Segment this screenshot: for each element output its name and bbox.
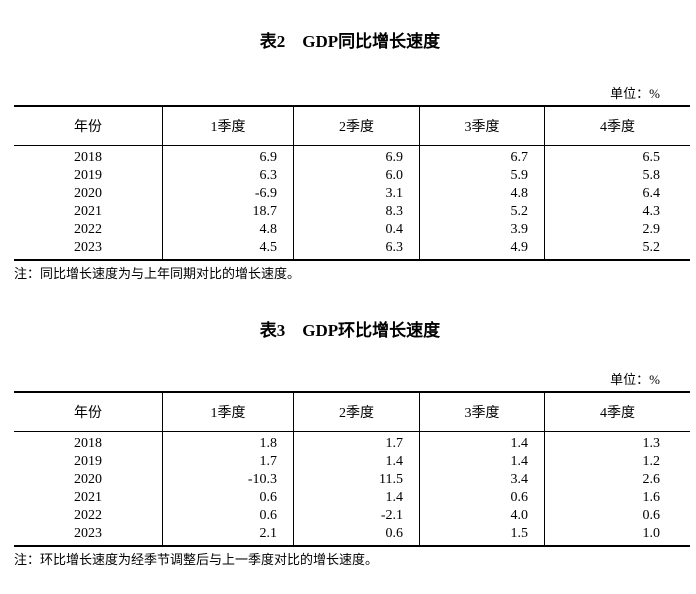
value-cell: 3.9 (419, 221, 545, 239)
table2-title: 表2 GDP同比增长速度 (259, 32, 441, 51)
column-header: 2季度 (293, 392, 420, 432)
value-cell: -10.3 (162, 471, 294, 489)
value-cell: 6.3 (293, 239, 420, 260)
year-cell: 2022 (74, 508, 102, 523)
table-row: 2021 0.6 1.4 0.6 1.6 (14, 489, 690, 507)
value-cell: 1.0 (544, 525, 690, 546)
value-cell: 1.6 (544, 489, 690, 507)
table2-grid: 年份 1季度 2季度 3季度 4季度 2018 6.9 6.9 6.7 6.5 2019 6.3 6.0… (14, 105, 690, 261)
table3-title: 表3 GDP环比增长速度 (259, 321, 441, 340)
column-header: 3季度 (419, 392, 545, 432)
value-cell: 5.2 (419, 203, 545, 221)
column-header: 2季度 (293, 106, 420, 146)
value-cell: 6.0 (293, 167, 420, 185)
table-row: 2023 4.5 6.3 4.9 5.2 (14, 239, 690, 260)
value-cell: 6.7 (419, 145, 545, 167)
year-cell: 2018 (74, 150, 102, 165)
header-row: 年份 1季度 2季度 3季度 4季度 (14, 392, 690, 432)
value-cell: 1.3 (544, 431, 690, 453)
value-cell: 1.4 (419, 453, 545, 471)
value-cell: -2.1 (293, 507, 420, 525)
value-cell: 3.4 (419, 471, 545, 489)
value-cell: 2.9 (544, 221, 690, 239)
year-cell: 2023 (74, 526, 102, 541)
value-cell: 1.8 (162, 431, 294, 453)
year-cell: 2020 (74, 186, 102, 201)
column-header: 年份 (14, 106, 163, 146)
value-cell: 5.8 (544, 167, 690, 185)
value-cell: 6.9 (162, 145, 294, 167)
value-cell: 2.6 (544, 471, 690, 489)
value-cell: 2.1 (162, 525, 294, 546)
value-cell: 1.4 (293, 489, 420, 507)
column-header: 3季度 (419, 106, 545, 146)
table3-grid: 年份 1季度 2季度 3季度 4季度 2018 1.8 1.7 1.4 1.3 2019 1.7 1.4… (14, 391, 690, 547)
value-cell: 4.9 (419, 239, 545, 260)
value-cell: 18.7 (162, 203, 294, 221)
table2-unit-label: 单位：% (610, 86, 660, 101)
table3-note: 注：环比增长速度为经季节调整后与上一季度对比的增长速度。 (14, 552, 379, 567)
table-row: 2022 0.6 -2.1 4.0 0.6 (14, 507, 690, 525)
value-cell: 1.7 (162, 453, 294, 471)
table-row: 2022 4.8 0.4 3.9 2.9 (14, 221, 690, 239)
value-cell: -6.9 (162, 185, 294, 203)
section-table3: 表3 GDP环比增长速度 单位：% 年份 1季度 2季度 3季度 4季度 2018 1.8 1… (14, 319, 690, 568)
value-cell: 0.6 (162, 507, 294, 525)
table-row: 2019 6.3 6.0 5.9 5.8 (14, 167, 690, 185)
year-cell: 2022 (74, 222, 102, 237)
column-header: 1季度 (162, 392, 294, 432)
value-cell: 0.6 (162, 489, 294, 507)
header-row: 年份 1季度 2季度 3季度 4季度 (14, 106, 690, 146)
year-cell: 2019 (74, 454, 102, 469)
table-row: 2023 2.1 0.6 1.5 1.0 (14, 525, 690, 546)
table3-unit-label: 单位：% (610, 372, 660, 387)
value-cell: 6.9 (293, 145, 420, 167)
value-cell: 6.3 (162, 167, 294, 185)
value-cell: 11.5 (293, 471, 420, 489)
value-cell: 1.5 (419, 525, 545, 546)
value-cell: 1.4 (419, 431, 545, 453)
value-cell: 4.8 (419, 185, 545, 203)
document-page: 表2 GDP同比增长速度 单位：% 年份 1季度 2季度 3季度 4季度 2018 6.9 6… (14, 0, 690, 568)
value-cell: 6.4 (544, 185, 690, 203)
value-cell: 4.0 (419, 507, 545, 525)
table-row: 2020 -10.3 11.5 3.4 2.6 (14, 471, 690, 489)
value-cell: 1.4 (293, 453, 420, 471)
value-cell: 1.7 (293, 431, 420, 453)
value-cell: 0.4 (293, 221, 420, 239)
year-cell: 2019 (74, 168, 102, 183)
column-header: 1季度 (162, 106, 294, 146)
value-cell: 4.3 (544, 203, 690, 221)
table2-note: 注：同比增长速度为与上年同期对比的增长速度。 (14, 266, 301, 281)
value-cell: 0.6 (544, 507, 690, 525)
value-cell: 1.2 (544, 453, 690, 471)
table-row: 2018 6.9 6.9 6.7 6.5 (14, 145, 690, 167)
column-header: 4季度 (544, 106, 690, 146)
table-row: 2018 1.8 1.7 1.4 1.3 (14, 431, 690, 453)
year-cell: 2023 (74, 240, 102, 255)
value-cell: 4.8 (162, 221, 294, 239)
value-cell: 6.5 (544, 145, 690, 167)
column-header: 4季度 (544, 392, 690, 432)
value-cell: 8.3 (293, 203, 420, 221)
year-cell: 2021 (74, 204, 102, 219)
column-header: 年份 (14, 392, 163, 432)
table-row: 2020 -6.9 3.1 4.8 6.4 (14, 185, 690, 203)
table-row: 2021 18.7 8.3 5.2 4.3 (14, 203, 690, 221)
value-cell: 3.1 (293, 185, 420, 203)
value-cell: 0.6 (293, 525, 420, 546)
section-table2: 表2 GDP同比增长速度 单位：% 年份 1季度 2季度 3季度 4季度 2018 6.9 6… (14, 0, 690, 282)
year-cell: 2021 (74, 490, 102, 505)
year-cell: 2018 (74, 436, 102, 451)
value-cell: 4.5 (162, 239, 294, 260)
table-row: 2019 1.7 1.4 1.4 1.2 (14, 453, 690, 471)
value-cell: 5.9 (419, 167, 545, 185)
value-cell: 0.6 (419, 489, 545, 507)
year-cell: 2020 (74, 472, 102, 487)
value-cell: 5.2 (544, 239, 690, 260)
